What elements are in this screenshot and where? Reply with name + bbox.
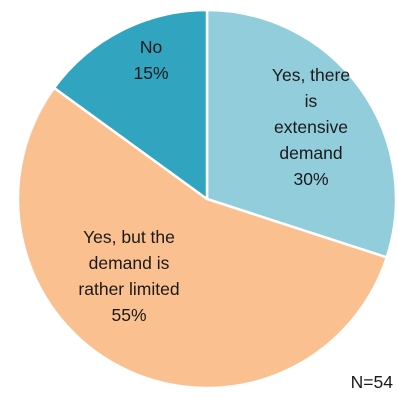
slice-label-line-1-2: rather limited — [78, 279, 179, 299]
slice-label-line-0-3: demand — [279, 143, 342, 163]
slice-label-2: No 15% — [133, 37, 168, 83]
slice-label-line-0-2: extensive — [274, 117, 348, 137]
sample-size-note: N=54 — [351, 372, 394, 392]
slice-value-label-1: 55% — [111, 305, 146, 325]
slice-label-line-1-1: demand is — [89, 253, 170, 273]
pie-slice-2 — [52, 8, 209, 201]
slice-label-line-0-0: Yes, there — [272, 65, 350, 85]
slice-label-0: Yes, there is extensive demand 30% — [272, 65, 350, 189]
pie-slices — [16, 8, 398, 390]
slice-label-line-2-0: No — [140, 37, 162, 57]
slice-labels: Yes, there is extensive demand 30% Yes, but t… — [78, 37, 350, 325]
slice-value-label-0: 30% — [293, 169, 328, 189]
slice-label-line-1-0: Yes, but the — [83, 227, 175, 247]
slice-value-label-2: 15% — [133, 63, 168, 83]
slice-label-line-0-1: is — [305, 91, 318, 111]
pie-slice-1 — [16, 86, 388, 390]
pie-slice-0 — [205, 8, 398, 259]
slice-label-1: Yes, but the demand is rather limited 55% — [78, 227, 179, 325]
